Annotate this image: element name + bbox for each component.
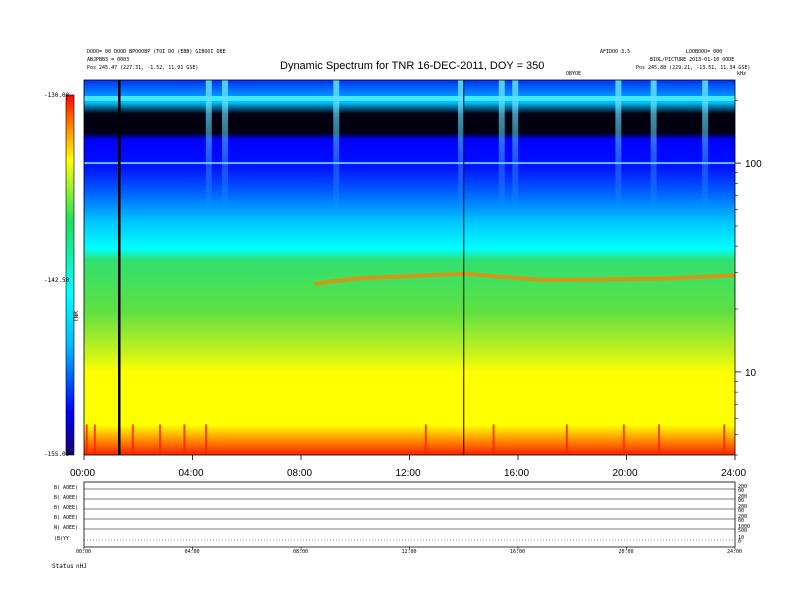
lower-row-label-3: B( AOEE)	[54, 515, 79, 521]
low-freq-spike-1	[93, 424, 96, 455]
spectrogram-background	[84, 80, 735, 455]
low-freq-spike-6	[424, 424, 427, 455]
status-value: nHJ	[76, 563, 87, 570]
lower-row-scale-5-0: 10	[738, 535, 745, 541]
low-freq-spike-3	[158, 424, 161, 455]
lower-row-scale-1-0: 200	[738, 494, 748, 500]
lower-row-label-5: (B(YY	[54, 536, 70, 542]
radio-burst-0	[205, 80, 212, 210]
lower-row-scale-0-0: 200	[738, 484, 748, 490]
header-small-center: OBYOE	[566, 71, 582, 77]
spectrogram-features	[84, 80, 736, 455]
lower-row-scale-4-0: 1000	[738, 524, 751, 530]
low-freq-spike-11	[723, 424, 726, 455]
radio-burst-8	[702, 80, 709, 210]
radio-burst-3	[458, 80, 465, 210]
header-info-right-3: BIOL/PICTURE 2013-01-10 OODE	[650, 57, 735, 63]
lower-time-tick-label-1: 04:00	[184, 549, 200, 555]
colorbar-frame	[65, 94, 75, 456]
lower-time-tick-label-3: 12:00	[401, 549, 417, 555]
header-info-line-1: DOOO= 00 DOOD BPOOOBP (TOI DO (EBB) GIBO…	[87, 49, 226, 55]
lower-row-scale-3-0: 200	[738, 514, 748, 520]
lower-time-tick-label-5: 20:00	[618, 549, 634, 555]
header-info-right-1: AFIDOO 3.5	[600, 49, 631, 55]
colorbar-gradient	[66, 95, 74, 455]
low-freq-spike-2	[131, 424, 134, 455]
low-freq-spike-4	[183, 424, 186, 455]
time-tick-label-3: 12:00	[395, 468, 421, 479]
lower-row-scale-1-1: 00	[738, 498, 745, 504]
colorbar-tick-min: -155.00	[44, 451, 70, 458]
colorbar-tick-max: -130.00	[44, 92, 70, 99]
radio-burst-2	[333, 80, 340, 210]
chart-title: Dynamic Spectrum for TNR 16-DEC-2011, DO…	[280, 60, 545, 72]
radio-burst-1	[222, 80, 229, 210]
freq-tick-label-1: 10	[745, 368, 757, 379]
spectrogram-axes: 100 10	[83, 99, 762, 460]
lower-row-scale-2-1: 00	[738, 508, 745, 514]
time-tick-label-0: 00:00	[70, 468, 96, 479]
lower-row-label-0: B( AOEE)	[54, 485, 79, 491]
header-info-line-2: ABJPBB3 = 0003	[87, 57, 130, 63]
radio-burst-4	[498, 80, 505, 210]
lower-row-scale-5-1: 0	[738, 539, 742, 545]
freq-tick-label-0: 100	[745, 159, 762, 170]
time-tick-label-2: 08:00	[287, 468, 313, 479]
time-tick-label-4: 16:00	[504, 468, 530, 479]
spectral-strip-upper	[84, 96, 735, 101]
lower-time-tick-label-4: 16:00	[510, 549, 526, 555]
low-freq-spike-8	[565, 424, 568, 455]
lower-row-scale-3-1: 00	[738, 518, 745, 524]
lower-row-label-1: B( AOEE)	[54, 495, 79, 501]
lower-time-tick-label-0: 00:00	[76, 549, 92, 555]
lower-time-tick-label-2: 08:00	[293, 549, 309, 555]
header-position-left: Pos 245.47 (227.31, -1.52, 11.91 GSE)	[87, 65, 199, 71]
time-tick-label-1: 04:00	[178, 468, 204, 479]
emission-band	[314, 271, 736, 286]
radio-burst-6	[615, 80, 622, 210]
header-position-right: Pos 245.88 (229.21, -13.51, 11.34 GSE)	[636, 65, 751, 71]
radio-burst-7	[650, 80, 657, 210]
time-tick-label-6: 24:00	[721, 468, 747, 479]
lower-time-tick-label-6: 24:00	[727, 549, 743, 555]
lower-row-label-4: N( AOEE)	[54, 525, 79, 531]
lower-panel-frame	[83, 481, 736, 548]
low-freq-spike-0	[85, 424, 88, 455]
status-label: Status	[52, 563, 74, 570]
low-freq-spike-9	[622, 424, 625, 455]
lower-row-label-2: B( AOEE)	[54, 505, 79, 511]
time-tick-label-5: 20:00	[612, 468, 638, 479]
spectral-line-100khz	[84, 162, 735, 165]
frequency-unit-label: kHz	[737, 71, 747, 77]
colorbar-tick-mid: -142.50	[44, 277, 70, 284]
radio-burst-5	[512, 80, 519, 210]
lower-panel	[83, 481, 736, 550]
spectrogram-plot: 100 10	[83, 79, 762, 460]
low-freq-spike-7	[492, 424, 495, 455]
lower-row-scale-0-1: 00	[738, 488, 745, 494]
low-freq-spike-10	[658, 424, 661, 455]
colorbar	[65, 94, 75, 456]
lower-row-scale-4-1: 500	[738, 528, 748, 534]
low-freq-spike-5	[205, 424, 208, 455]
lower-panel-rows	[83, 488, 736, 550]
lower-row-scale-2-0: 200	[738, 504, 748, 510]
header-info-right-2: LOOBOOO= 000	[686, 49, 723, 55]
